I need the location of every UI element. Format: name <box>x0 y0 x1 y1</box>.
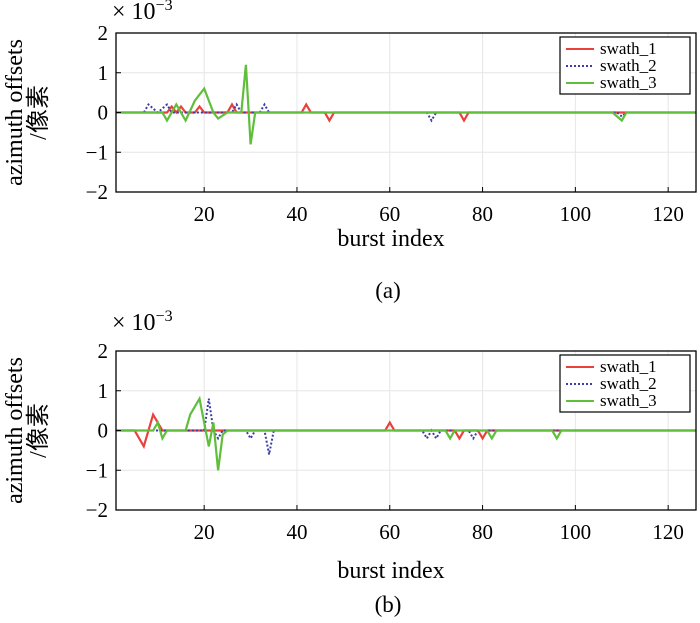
y-tick-label: 0 <box>98 419 109 443</box>
x-tick-label: 100 <box>560 520 592 544</box>
y-tick-label: 1 <box>98 379 109 403</box>
legend-entry: swath_2 <box>600 374 657 393</box>
legend-entry: swath_3 <box>600 391 657 410</box>
y-tick-label: 1 <box>98 61 109 85</box>
x-tick-label: 60 <box>379 520 400 544</box>
series-swath-3 <box>116 64 696 145</box>
y-multiplier: × 10−3 <box>112 0 173 25</box>
y-tick-label: −2 <box>86 180 108 204</box>
x-tick-label: 40 <box>286 520 307 544</box>
x-axis-label: burst index <box>337 226 444 252</box>
y-tick-label: −2 <box>86 498 108 522</box>
panel-caption: (b) <box>375 592 402 617</box>
series-swath-3 <box>116 395 696 471</box>
x-axis-label: burst index <box>337 558 444 584</box>
y-axis-label: azimuth offsets/像素 <box>2 39 52 186</box>
x-tick-label: 100 <box>560 202 592 226</box>
legend-entry: swath_3 <box>600 73 657 92</box>
y-tick-label: 0 <box>98 101 109 125</box>
legend-box <box>559 36 691 95</box>
y-multiplier: × 10−3 <box>112 308 173 336</box>
legend-entry: swath_1 <box>600 357 657 376</box>
x-tick-label: 120 <box>652 202 684 226</box>
x-tick-label: 60 <box>379 202 400 226</box>
panel-b: 20 40 60 80 100 120 2 1 0 −1 −2 × 10−3 azimuth offse… <box>2 308 697 617</box>
x-tick-label: 20 <box>194 202 215 226</box>
panel-a: 20 40 60 80 100 120 2 1 0 −1 −2 × 10−3 azimuth offse… <box>2 0 697 303</box>
legend-box <box>559 354 691 413</box>
x-tick-label: 80 <box>472 202 493 226</box>
legend-entry: swath_2 <box>600 56 657 75</box>
x-tick-label: 20 <box>194 520 215 544</box>
panel-caption: (a) <box>375 278 401 303</box>
y-tick-label: 2 <box>98 339 109 363</box>
y-tick-label: −1 <box>86 458 108 482</box>
y-axis-label: azimuth offsets/像素 <box>2 357 52 504</box>
y-tick-label: −1 <box>86 140 108 164</box>
legend-entry: swath_1 <box>600 39 657 58</box>
y-tick-label: 2 <box>98 21 109 45</box>
x-tick-label: 40 <box>286 202 307 226</box>
x-tick-label: 80 <box>472 520 493 544</box>
x-tick-label: 120 <box>652 520 684 544</box>
